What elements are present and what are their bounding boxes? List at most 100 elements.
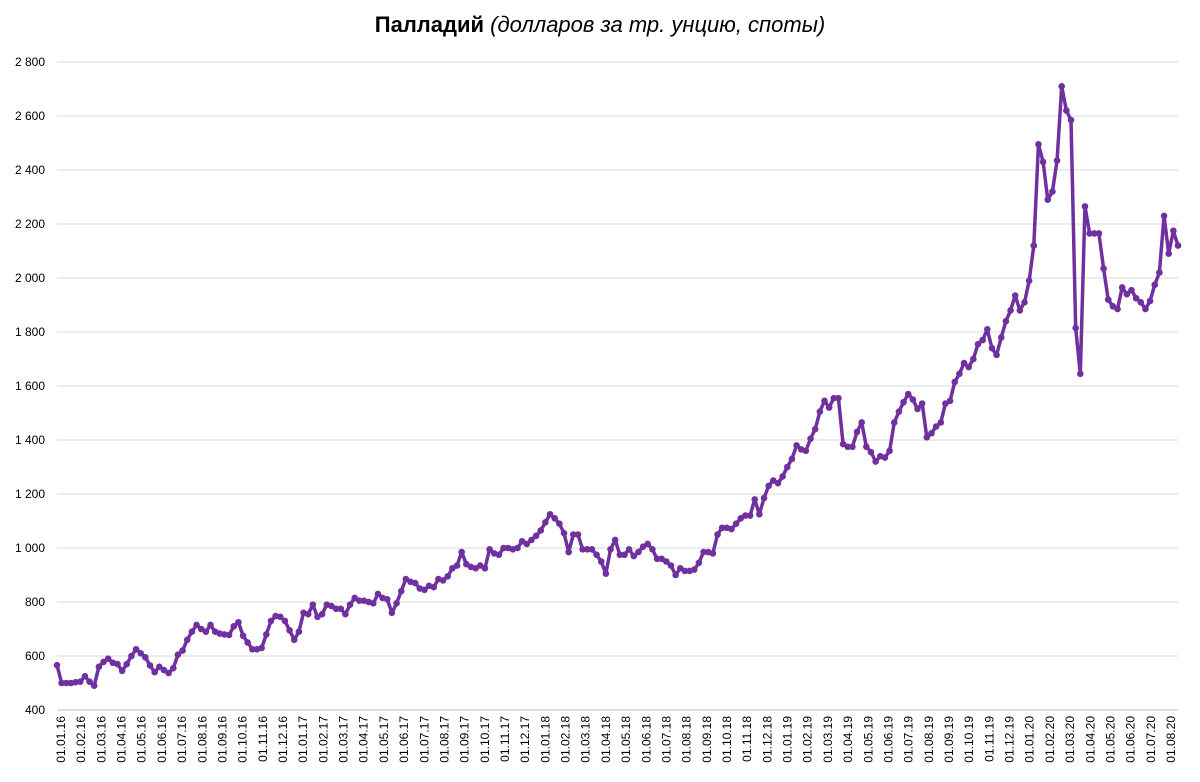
x-tick-label: 01.03.17 <box>337 716 351 763</box>
data-point <box>1160 212 1168 220</box>
x-tick-label: 01.07.20 <box>1144 716 1158 763</box>
data-point <box>690 566 698 573</box>
data-point <box>788 455 796 463</box>
data-point <box>104 655 112 662</box>
data-point <box>821 397 828 405</box>
data-point <box>1104 296 1112 303</box>
x-tick-label: 01.12.16 <box>276 716 290 763</box>
x-tick-label: 01.08.17 <box>437 716 451 763</box>
y-tick-label: 2 400 <box>15 163 45 177</box>
data-point <box>830 394 838 402</box>
x-tick-label: 01.06.17 <box>397 716 411 763</box>
data-point <box>951 378 959 386</box>
data-point <box>825 404 833 411</box>
data-point <box>346 601 354 608</box>
data-point <box>1016 307 1024 314</box>
data-point <box>918 400 926 407</box>
data-point <box>332 605 340 613</box>
data-point <box>611 536 619 544</box>
data-point <box>281 617 289 625</box>
data-point <box>695 559 703 567</box>
x-axis-tick-labels: 01.01.16 01.02.16 01.03.16 01.04.16 01.05.16… <box>54 716 1178 763</box>
data-point <box>983 326 991 333</box>
data-point <box>1025 277 1033 285</box>
data-point <box>570 531 577 538</box>
data-point <box>997 334 1005 341</box>
data-point <box>849 443 856 451</box>
data-point <box>904 390 912 398</box>
data-point <box>551 515 559 522</box>
data-point <box>811 425 819 433</box>
x-tick-label: 01.09.17 <box>458 716 472 763</box>
data-point <box>230 623 238 630</box>
data-point <box>90 682 98 689</box>
data-point <box>672 571 679 579</box>
data-point <box>532 532 540 540</box>
series-palladium <box>53 83 1182 689</box>
data-point <box>597 558 605 565</box>
data-point <box>970 355 977 363</box>
data-point <box>751 496 759 503</box>
x-tick-label: 01.06.18 <box>639 716 653 763</box>
x-tick-label: 01.01.18 <box>538 716 552 763</box>
data-point <box>700 548 707 556</box>
y-tick-label: 800 <box>25 595 45 609</box>
data-point <box>928 429 935 437</box>
data-point <box>356 597 363 604</box>
data-point <box>58 679 65 687</box>
data-point <box>267 617 275 625</box>
data-point <box>183 636 191 644</box>
data-point <box>858 419 865 426</box>
y-tick-label: 1 200 <box>15 487 45 501</box>
data-point <box>546 510 554 518</box>
data-point <box>783 463 791 471</box>
data-point <box>1011 292 1019 299</box>
data-point <box>225 631 233 639</box>
data-point <box>863 443 870 451</box>
data-point <box>239 632 247 640</box>
data-point <box>235 618 242 626</box>
data-point <box>1030 242 1038 249</box>
y-tick-label: 1 000 <box>15 541 45 555</box>
data-point <box>718 524 726 532</box>
data-point <box>1165 250 1172 257</box>
x-tick-label: 01.10.19 <box>962 716 976 763</box>
x-tick-label: 01.08.18 <box>680 716 694 763</box>
chart-title-main: Палладий <box>374 12 485 37</box>
data-point <box>1053 157 1061 164</box>
data-point <box>663 558 670 565</box>
data-point <box>95 663 103 671</box>
x-tick-label: 01.01.16 <box>54 716 68 763</box>
data-point <box>53 661 61 669</box>
data-point <box>681 567 689 575</box>
data-point <box>616 551 624 559</box>
x-tick-label: 01.06.16 <box>155 716 169 763</box>
y-tick-label: 400 <box>25 703 45 717</box>
data-point <box>1063 107 1070 114</box>
data-point <box>593 551 600 559</box>
data-point <box>960 359 968 367</box>
data-point <box>607 546 614 553</box>
data-point <box>244 639 252 646</box>
x-tick-label: 01.05.19 <box>861 716 875 763</box>
x-tick-label: 01.03.16 <box>94 716 108 763</box>
data-point <box>1067 116 1075 124</box>
data-point <box>742 512 749 519</box>
y-tick-label: 2 000 <box>15 271 45 285</box>
data-point <box>965 363 972 371</box>
data-point <box>263 631 270 638</box>
data-point <box>295 628 303 635</box>
data-point <box>193 621 200 629</box>
y-tick-label: 2 800 <box>15 55 45 69</box>
data-point <box>886 447 893 455</box>
x-tick-label: 01.02.16 <box>74 716 88 763</box>
data-point <box>932 423 940 430</box>
x-tick-label: 01.07.18 <box>659 716 673 763</box>
x-tick-label: 01.09.18 <box>700 716 714 763</box>
data-point <box>421 586 428 594</box>
data-point <box>1100 265 1107 272</box>
data-point <box>118 667 126 675</box>
data-point <box>890 419 898 426</box>
data-point <box>1118 284 1126 291</box>
data-point <box>393 600 400 607</box>
